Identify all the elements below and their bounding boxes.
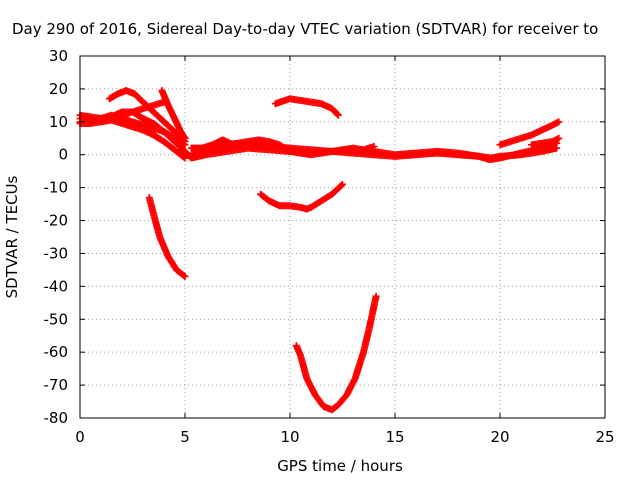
- data-point: [276, 144, 283, 152]
- x-tick-label: 10: [280, 428, 299, 446]
- y-tick-label: -40: [44, 277, 69, 295]
- y-tick-label: -30: [44, 244, 69, 262]
- plot-frame: [79, 55, 606, 419]
- data-series: [223, 139, 283, 152]
- y-tick-label: 30: [49, 47, 68, 65]
- data-series: [145, 194, 189, 280]
- y-tick-label: -80: [44, 409, 69, 427]
- data-series: [257, 180, 346, 213]
- data-point: [337, 181, 345, 189]
- y-tick-label: -50: [44, 310, 69, 328]
- y-tick-label: 10: [49, 113, 68, 131]
- data-point: [339, 180, 346, 188]
- data-series: [292, 292, 380, 414]
- y-tick-label: -10: [44, 179, 69, 197]
- x-tick-label: 20: [490, 428, 509, 446]
- data-point: [181, 154, 189, 162]
- data-point: [181, 272, 189, 280]
- data-point: [180, 153, 188, 161]
- data-point: [180, 272, 188, 280]
- x-tick-label: 25: [595, 428, 614, 446]
- series-layer: [76, 87, 563, 414]
- data-series: [496, 118, 563, 149]
- data-series: [158, 87, 189, 142]
- data-point: [555, 118, 563, 126]
- x-axis-label: GPS time / hours: [277, 457, 403, 475]
- data-point: [181, 141, 189, 149]
- data-series: [271, 95, 342, 119]
- grid: [80, 56, 605, 418]
- y-tick-label: 20: [49, 80, 68, 98]
- y-axis-label: SDTVAR / TECUs: [3, 175, 21, 298]
- data-point: [333, 110, 341, 118]
- data-point: [334, 111, 342, 119]
- y-tick-label: -70: [44, 376, 69, 394]
- data-point: [370, 143, 378, 150]
- data-point: [372, 292, 380, 300]
- chart-title: Day 290 of 2016, Sidereal Day-to-day VTE…: [12, 20, 598, 38]
- y-tick-label: 0: [58, 146, 68, 164]
- x-tick-label: 5: [180, 428, 190, 446]
- data-series: [76, 116, 189, 162]
- y-tick-label: -20: [44, 212, 69, 230]
- y-tick-label: -60: [44, 343, 69, 361]
- x-tick-label: 0: [75, 428, 85, 446]
- data-point: [181, 134, 189, 142]
- x-tick-label: 15: [385, 428, 404, 446]
- ticks: 0 5 10 15 20 25 30 20 10 0 -10 -20 -30 -40 -50 -60 -70 -8…: [44, 47, 615, 446]
- data-series: [528, 134, 563, 149]
- data-point: [180, 133, 188, 141]
- data-point: [555, 134, 563, 142]
